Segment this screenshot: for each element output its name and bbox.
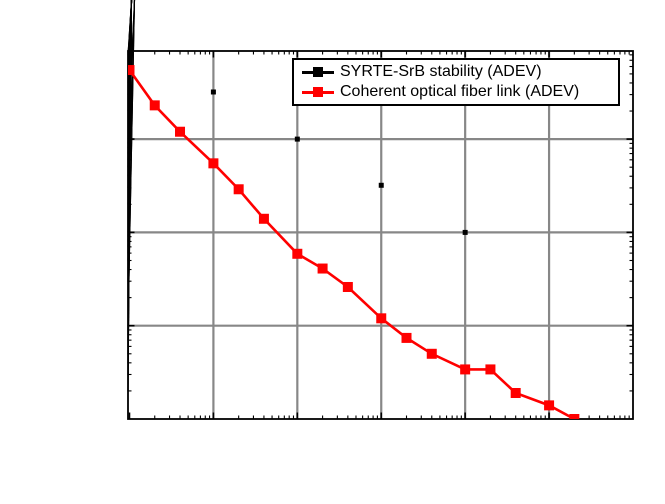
series-marker	[149, 100, 160, 111]
series-marker	[544, 400, 555, 411]
plot-frame	[127, 50, 634, 420]
series-marker	[569, 414, 580, 419]
minor-tick	[127, 0, 133, 55]
series-marker	[128, 65, 135, 76]
legend-label-fiber-link: Coherent optical fiber link (ADEV)	[340, 83, 580, 100]
legend-entry-srb: SYRTE-SrB stability (ADEV)	[302, 62, 618, 82]
series-marker	[510, 387, 521, 398]
legend-label-srb: SYRTE-SrB stability (ADEV)	[340, 63, 542, 80]
legend: SYRTE-SrB stability (ADEV) Coherent opti…	[292, 58, 620, 106]
black-square-marker-icon	[313, 67, 323, 77]
series-marker	[292, 248, 303, 259]
series-marker	[342, 281, 353, 292]
series-marker	[258, 213, 269, 224]
series-marker	[376, 313, 387, 324]
legend-sample-fiber-link	[302, 86, 334, 98]
series-marker	[378, 182, 384, 188]
series-marker	[401, 332, 412, 343]
series-marker	[462, 229, 468, 235]
series-marker	[460, 364, 471, 375]
series-marker	[208, 158, 219, 169]
series-marker	[175, 126, 186, 137]
minor-tick	[127, 0, 136, 233]
legend-sample-srb	[302, 66, 334, 78]
series-marker	[317, 263, 328, 274]
legend-entry-fiber-link: Coherent optical fiber link (ADEV)	[302, 82, 618, 102]
fiber-link-series	[128, 65, 580, 419]
series-marker	[426, 348, 437, 359]
srb-series	[210, 89, 468, 235]
series-marker	[294, 136, 300, 142]
series-marker	[485, 364, 496, 375]
series-line	[128, 69, 575, 419]
series-marker	[210, 89, 216, 95]
red-square-marker-icon	[313, 87, 323, 97]
series-marker	[233, 184, 244, 195]
